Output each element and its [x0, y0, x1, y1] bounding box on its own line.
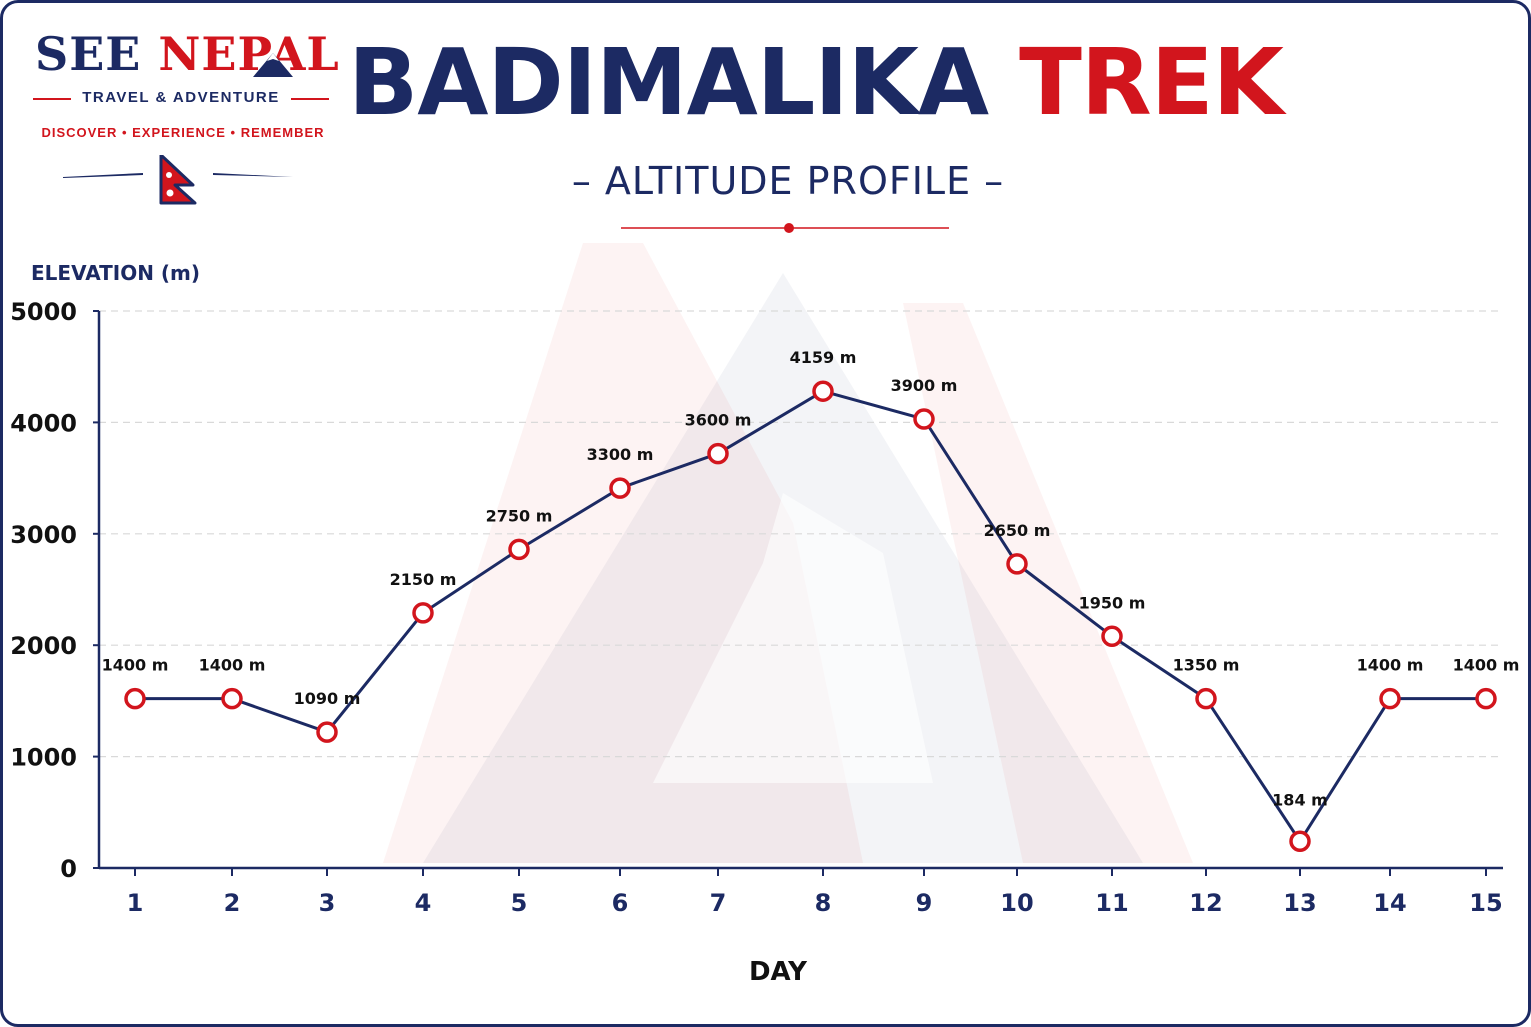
data-label: 2650 m — [984, 521, 1051, 540]
data-label: 1400 m — [199, 656, 266, 675]
data-point — [1195, 687, 1217, 710]
data-label: 2150 m — [390, 570, 457, 589]
data-point — [1379, 687, 1401, 710]
data-label: 3600 m — [685, 411, 752, 430]
data-point — [609, 477, 631, 499]
x-tick-label: 13 — [1283, 889, 1316, 917]
x-axis-label: DAY — [749, 957, 808, 987]
y-tick-label: 1000 — [10, 744, 77, 772]
x-tick-label: 3 — [319, 889, 336, 917]
data-label: 1950 m — [1079, 593, 1146, 612]
x-tick-label: 10 — [1000, 889, 1033, 917]
data-point — [221, 687, 243, 710]
subtitle-divider — [621, 223, 949, 233]
x-tick-label: 15 — [1469, 889, 1502, 917]
data-label: 2750 m — [486, 506, 553, 525]
grid-lines — [99, 310, 1503, 758]
y-tick-labels: 0 1000 2000 3000 4000 5000 — [10, 298, 77, 883]
data-point — [1006, 553, 1028, 575]
mountain-watermark-icon — [383, 243, 1193, 863]
data-point — [1101, 625, 1123, 648]
x-tick-label: 2 — [224, 889, 241, 917]
brand-logo: SEE NEPAL TRAVEL & ADVENTURE DISCOVER • … — [31, 25, 341, 215]
data-point — [707, 442, 729, 465]
y-tick-label: 3000 — [10, 521, 77, 549]
page-subtitle: – ALTITUDE PROFILE – — [571, 159, 1005, 203]
x-tick-label: 5 — [511, 889, 528, 917]
y-tick-label: 4000 — [10, 409, 77, 437]
y-tick-label: 0 — [60, 855, 77, 883]
data-label: 3900 m — [891, 376, 958, 395]
x-tick-label: 6 — [612, 889, 629, 917]
data-label: 3300 m — [587, 445, 654, 464]
data-point — [1475, 687, 1497, 710]
data-point — [316, 721, 338, 743]
brand-name: SEE NEPAL — [35, 29, 340, 79]
data-point — [412, 602, 434, 624]
x-tick-label: 8 — [815, 889, 832, 917]
title-part-1: BADIMALIKA — [348, 29, 989, 136]
nepal-flag-icon — [63, 155, 293, 205]
data-label: 4159 m — [790, 348, 857, 367]
data-point — [812, 380, 834, 402]
data-label: 1400 m — [1453, 656, 1520, 675]
brand-name-left: SEE — [35, 27, 142, 81]
x-tick-label: 1 — [127, 889, 144, 917]
y-axis-label: ELEVATION (m) — [31, 261, 200, 285]
data-point — [913, 408, 935, 430]
elevation-line — [135, 389, 1486, 843]
x-tick-label: 7 — [710, 889, 727, 917]
y-tick-label: 5000 — [10, 298, 77, 326]
y-tick-label: 2000 — [10, 632, 77, 660]
page-title: BADIMALIKA TREK — [303, 25, 1328, 141]
title-part-2: TREK — [1019, 29, 1284, 136]
x-tick-label: 14 — [1373, 889, 1406, 917]
series-line — [135, 389, 1486, 843]
chart-axes — [93, 310, 1503, 876]
brand-tagline: TRAVEL & ADVENTURE — [31, 89, 331, 106]
data-label: 184 m — [1272, 790, 1328, 809]
x-tick-label: 11 — [1095, 889, 1128, 917]
data-point — [124, 687, 146, 710]
data-point — [1289, 830, 1311, 853]
x-tick-label: 12 — [1189, 889, 1222, 917]
data-labels: 1400 m 1400 m 1090 m 2150 m 2750 m 3300 m 3600… — [102, 348, 1520, 809]
data-label: 1090 m — [294, 689, 361, 708]
data-label: 1400 m — [1357, 656, 1424, 675]
brand-motto: DISCOVER • EXPERIENCE • REMEMBER — [41, 125, 325, 140]
brand-name-right: NEPAL — [158, 27, 340, 81]
data-point — [508, 538, 530, 561]
mountain-peak-icon — [253, 53, 293, 77]
x-tick-label: 9 — [916, 889, 933, 917]
elevation-points — [124, 380, 1497, 853]
x-tick-labels: 1 2 3 4 5 6 7 8 9 10 11 12 13 14 15 — [127, 889, 1503, 917]
x-tick-label: 4 — [415, 889, 432, 917]
data-label: 1350 m — [1173, 656, 1240, 675]
data-label: 1400 m — [102, 656, 169, 675]
